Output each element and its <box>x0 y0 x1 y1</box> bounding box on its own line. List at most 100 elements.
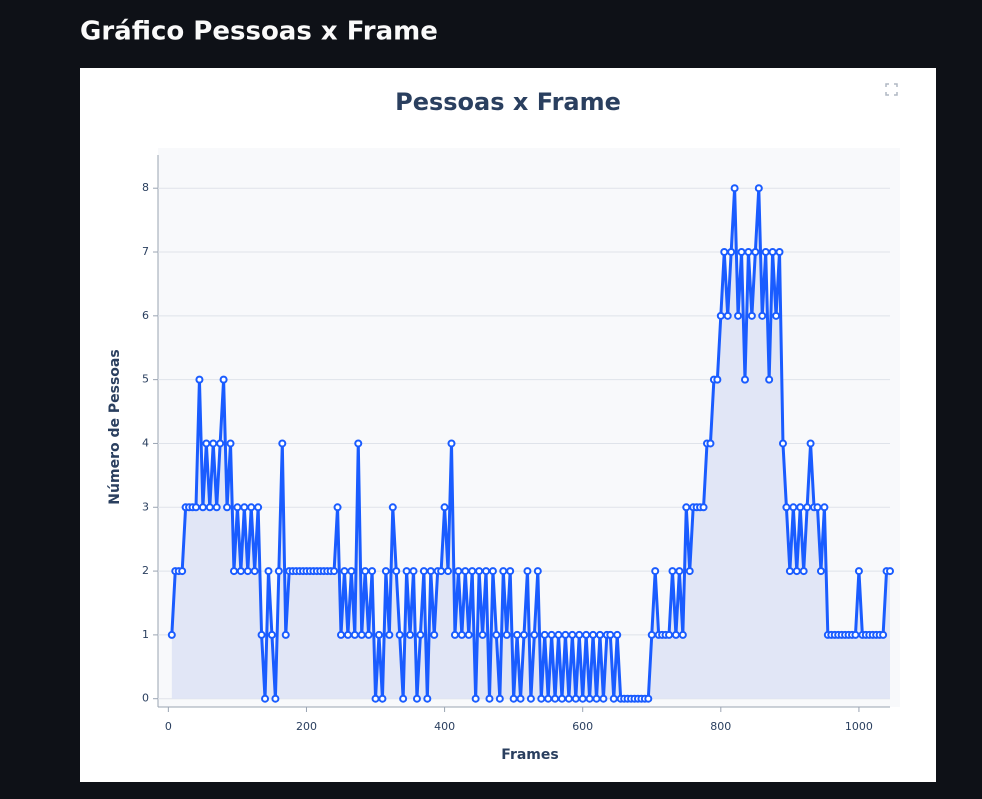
marker <box>768 248 777 257</box>
marker <box>513 630 522 639</box>
marker <box>267 630 276 639</box>
marker <box>202 439 211 448</box>
marker <box>806 439 815 448</box>
marker <box>454 567 463 576</box>
marker <box>592 694 601 703</box>
marker <box>606 630 615 639</box>
marker <box>281 630 290 639</box>
marker <box>354 439 363 448</box>
marker <box>444 567 453 576</box>
marker <box>343 630 352 639</box>
marker <box>523 567 532 576</box>
marker <box>547 630 556 639</box>
marker <box>274 567 283 576</box>
marker <box>561 630 570 639</box>
y-tick-label: 8 <box>142 181 149 194</box>
marker <box>488 567 497 576</box>
y-tick-label: 2 <box>142 564 149 577</box>
marker <box>437 567 446 576</box>
marker <box>212 503 221 512</box>
page-header: Gráfico Pessoas x Frame <box>80 17 438 47</box>
x-tick-label: 1000 <box>845 720 873 733</box>
marker <box>364 630 373 639</box>
marker <box>854 567 863 576</box>
marker <box>195 375 204 384</box>
y-tick-label: 5 <box>142 373 149 386</box>
marker <box>381 567 390 576</box>
marker <box>464 630 473 639</box>
marker <box>564 694 573 703</box>
marker <box>682 503 691 512</box>
marker <box>388 503 397 512</box>
marker <box>585 694 594 703</box>
marker <box>644 694 653 703</box>
marker <box>278 439 287 448</box>
marker <box>502 630 511 639</box>
marker <box>747 311 756 320</box>
marker <box>706 439 715 448</box>
y-tick-label: 4 <box>142 436 149 449</box>
marker <box>374 630 383 639</box>
marker <box>713 375 722 384</box>
marker <box>578 694 587 703</box>
marker <box>554 630 563 639</box>
marker <box>499 567 508 576</box>
y-tick-label: 3 <box>142 500 149 513</box>
marker <box>582 630 591 639</box>
marker <box>333 503 342 512</box>
marker <box>254 503 263 512</box>
marker <box>347 567 356 576</box>
marker <box>409 567 418 576</box>
marker <box>678 630 687 639</box>
marker <box>506 567 515 576</box>
fullscreen-icon[interactable] <box>885 83 898 96</box>
marker <box>772 311 781 320</box>
marker <box>782 503 791 512</box>
marker <box>509 694 518 703</box>
marker <box>478 630 487 639</box>
marker <box>775 248 784 257</box>
marker <box>368 567 377 576</box>
marker <box>226 439 235 448</box>
marker <box>178 567 187 576</box>
marker <box>447 439 456 448</box>
marker <box>257 630 266 639</box>
marker <box>803 503 812 512</box>
marker <box>730 184 739 193</box>
marker <box>734 311 743 320</box>
marker <box>392 567 401 576</box>
marker <box>799 567 808 576</box>
marker <box>337 630 345 639</box>
marker <box>613 630 622 639</box>
marker <box>471 694 480 703</box>
marker <box>416 630 425 639</box>
marker <box>716 311 725 320</box>
marker <box>540 630 549 639</box>
marker <box>167 630 176 639</box>
marker <box>250 567 259 576</box>
marker <box>544 694 553 703</box>
marker <box>236 567 245 576</box>
marker <box>665 630 674 639</box>
x-tick-label: 200 <box>296 720 317 733</box>
marker <box>516 694 525 703</box>
marker <box>526 694 535 703</box>
marker <box>198 503 207 512</box>
marker <box>816 567 825 576</box>
marker <box>357 630 366 639</box>
marker <box>720 248 729 257</box>
marker <box>778 439 787 448</box>
marker <box>668 567 677 576</box>
marker <box>651 567 660 576</box>
marker <box>609 694 618 703</box>
marker <box>457 630 466 639</box>
marker <box>264 567 273 576</box>
marker <box>796 503 805 512</box>
marker <box>537 694 546 703</box>
marker <box>475 567 484 576</box>
marker <box>595 630 604 639</box>
marker <box>879 630 888 639</box>
y-tick-label: 0 <box>142 692 149 705</box>
marker <box>751 248 760 257</box>
